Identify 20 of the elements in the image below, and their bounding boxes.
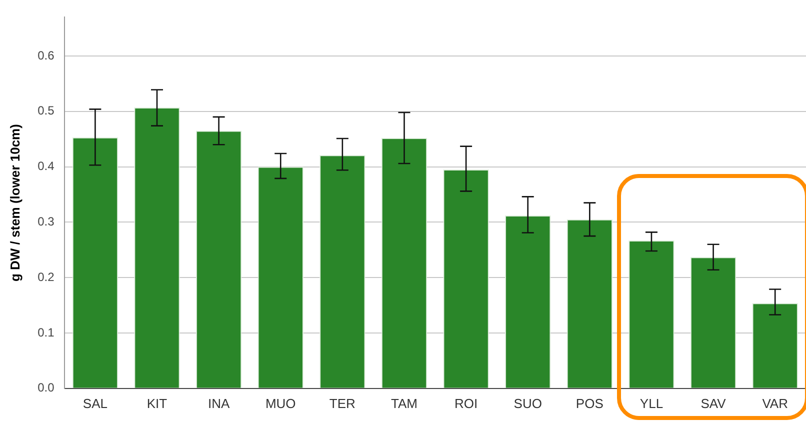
x-tick-label: ROI [454, 396, 478, 411]
y-tick-label: 0.4 [38, 159, 55, 174]
x-tick-label: SAV [700, 396, 726, 411]
x-tick-label: TER [329, 396, 356, 411]
x-tick-label: VAR [762, 396, 788, 411]
x-tick-label: YLL [640, 396, 664, 411]
x-tick-label: SAL [82, 396, 108, 411]
y-axis-title: g DW / stem (lower 10cm) [7, 124, 22, 282]
y-tick-label: 0.6 [38, 48, 55, 62]
y-tick-label: 0.1 [38, 325, 55, 340]
x-tick-label: SUO [514, 396, 542, 411]
x-tick-label: TAM [390, 396, 418, 411]
y-tick-label: 0.0 [38, 380, 55, 395]
x-tick-label: MUO [265, 396, 296, 411]
x-tick-label: INA [208, 396, 230, 411]
y-tick-label: 0.2 [38, 270, 55, 284]
y-tick-label: 0.5 [38, 104, 55, 118]
y-tick-label: 0.3 [38, 214, 55, 229]
x-tick-label: KIT [146, 396, 168, 411]
x-tick-label: POS [576, 396, 604, 411]
